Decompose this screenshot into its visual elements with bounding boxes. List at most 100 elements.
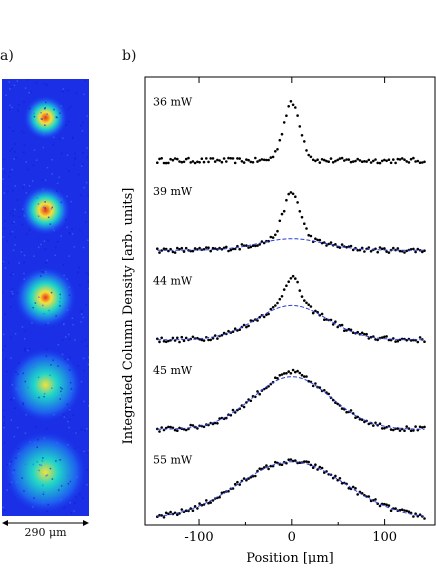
data-point — [274, 304, 277, 307]
data-point — [176, 429, 179, 432]
data-point — [194, 162, 197, 165]
data-point — [305, 149, 308, 152]
data-point — [390, 162, 393, 165]
data-point — [307, 303, 310, 306]
data-point — [245, 326, 248, 329]
data-point — [314, 160, 317, 163]
data-point — [198, 247, 201, 250]
data-point — [192, 509, 195, 512]
data-point — [374, 338, 377, 341]
data-point — [385, 250, 388, 253]
data-point — [394, 162, 397, 165]
data-point — [294, 195, 297, 198]
data-point — [341, 157, 344, 160]
data-point — [341, 324, 344, 327]
data-point — [158, 430, 161, 433]
data-point — [301, 216, 304, 219]
data-point — [397, 158, 400, 161]
data-point — [287, 193, 290, 196]
data-point — [178, 160, 181, 163]
data-point — [216, 422, 219, 425]
data-point — [279, 220, 282, 223]
data-point — [388, 158, 391, 161]
data-point — [241, 243, 244, 246]
data-point — [336, 159, 339, 162]
data-point — [376, 251, 379, 254]
data-point — [361, 332, 364, 335]
trace-label: 39 mW — [153, 185, 193, 198]
data-point — [236, 157, 239, 160]
data-point — [390, 509, 393, 512]
data-point — [185, 337, 188, 340]
data-point — [290, 100, 293, 103]
data-point — [276, 302, 279, 305]
data-point — [283, 121, 286, 124]
data-point — [232, 157, 235, 160]
data-point — [201, 157, 204, 160]
data-point — [321, 467, 324, 470]
data-point — [419, 161, 422, 164]
data-point — [361, 160, 364, 163]
data-point — [285, 199, 288, 202]
data-point — [350, 409, 353, 412]
data-point — [234, 162, 237, 165]
atom-cloud-4 — [8, 347, 83, 422]
data-point — [368, 423, 371, 426]
data-point — [423, 517, 426, 520]
data-point — [419, 426, 422, 429]
data-point — [283, 288, 286, 291]
data-point — [245, 158, 248, 161]
trace-label: 36 mW — [153, 95, 193, 108]
data-point — [290, 372, 293, 375]
data-point — [305, 375, 308, 378]
data-point — [225, 160, 228, 163]
data-point — [203, 339, 206, 342]
data-point — [236, 481, 239, 484]
data-point — [350, 245, 353, 248]
data-point — [160, 337, 163, 340]
data-point — [372, 424, 375, 427]
profile-trace: 44 mW — [153, 274, 426, 343]
x-tick-label: 0 — [288, 530, 296, 545]
data-point — [272, 156, 275, 159]
data-point — [345, 411, 348, 414]
data-point — [163, 247, 166, 250]
data-point — [292, 104, 295, 107]
data-point — [279, 139, 282, 142]
data-point — [270, 156, 273, 159]
data-point — [296, 370, 299, 373]
data-point — [185, 429, 188, 432]
data-point — [198, 502, 201, 505]
data-point — [281, 463, 284, 466]
data-point — [214, 160, 217, 163]
data-point — [368, 246, 371, 249]
data-point — [281, 133, 284, 136]
data-point — [352, 486, 355, 489]
panel-label-b: b) — [122, 48, 136, 64]
data-point — [299, 372, 302, 375]
data-point — [174, 157, 177, 160]
data-point — [321, 313, 324, 316]
data-point — [196, 161, 199, 164]
data-point — [160, 157, 163, 160]
data-point — [388, 251, 391, 254]
data-point — [254, 475, 257, 478]
data-point — [254, 245, 257, 248]
data-point — [327, 160, 330, 163]
data-point — [368, 495, 371, 498]
data-point — [174, 251, 177, 254]
data-point — [417, 341, 420, 344]
data-point — [292, 193, 295, 196]
data-point — [417, 160, 420, 163]
data-point — [241, 160, 244, 163]
data-point — [287, 458, 290, 461]
absorption-image — [2, 79, 89, 516]
data-point — [290, 191, 293, 194]
data-point — [314, 237, 317, 240]
profile-trace: 45 mW — [153, 364, 426, 433]
data-point — [325, 244, 328, 247]
fit-curve — [157, 377, 424, 430]
data-point — [272, 306, 275, 309]
data-point — [388, 504, 391, 507]
